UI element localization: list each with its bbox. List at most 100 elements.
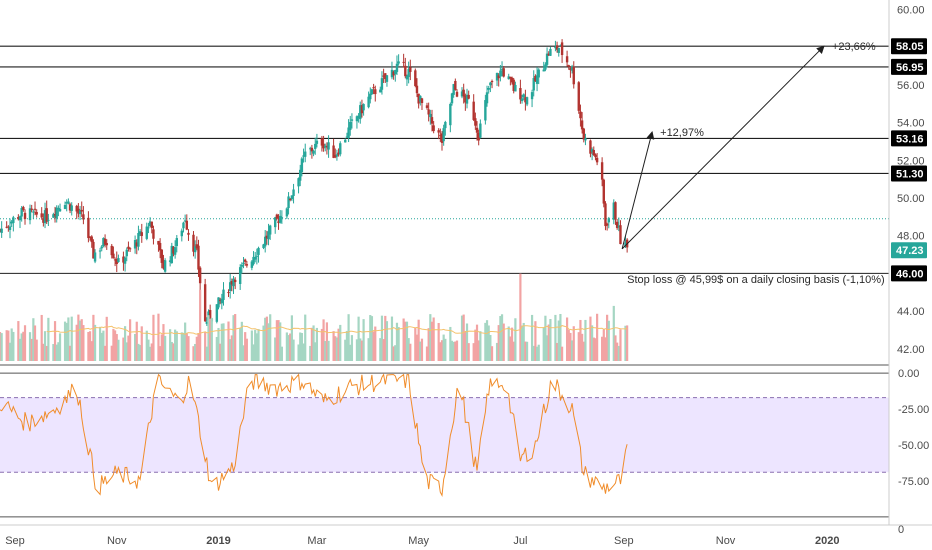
candle-body (467, 94, 470, 99)
candle-body (57, 207, 60, 210)
volume-bar (626, 325, 629, 361)
price-tick-label: 60.00 (897, 4, 925, 16)
candle-body (335, 154, 339, 157)
candle-body (68, 204, 72, 211)
volume-bar (589, 316, 592, 361)
volume-bar (522, 322, 525, 361)
candle-body (379, 89, 382, 93)
candle-body (185, 220, 189, 230)
volume-bar (80, 319, 83, 361)
projection-arrow (621, 45, 825, 250)
volume-bar (535, 346, 539, 361)
candle-body (304, 151, 307, 157)
oscillator-tick-label: -50.00 (898, 440, 929, 452)
volume-bar (332, 331, 335, 361)
candle-body (347, 127, 350, 138)
candle-body (280, 217, 284, 219)
candle-body (392, 71, 395, 76)
volume-bar (370, 316, 374, 361)
candle-body (604, 203, 607, 227)
volume-bar (239, 328, 242, 361)
candle-body (7, 226, 10, 228)
volume-bar (149, 346, 152, 361)
volume-bar (125, 342, 128, 361)
volume-bar (532, 345, 535, 361)
volume-bar (509, 336, 512, 361)
volume-bar (520, 325, 524, 361)
current-price-badge (891, 242, 927, 259)
volume-bar (467, 343, 470, 361)
candle-body (499, 70, 502, 77)
candle-body (440, 133, 444, 143)
volume-bar (287, 335, 290, 361)
candle-body (444, 121, 447, 129)
volume-bar (601, 336, 604, 361)
volume-bar (269, 314, 272, 361)
volume-bar (510, 327, 514, 361)
candle-body (193, 246, 197, 253)
volume-bar (584, 319, 587, 361)
volume-bar (52, 344, 55, 361)
volume-bar (455, 340, 459, 361)
volume-bar (514, 318, 517, 361)
volume-bar (314, 342, 317, 361)
candle-body (524, 97, 527, 103)
volume-bar (404, 321, 407, 361)
price-tick-label: 44.00 (897, 306, 925, 318)
volume-bar (612, 305, 615, 361)
volume-bar (102, 330, 105, 361)
volume-bar (310, 327, 314, 361)
volume-bar (172, 343, 175, 361)
volume-bar (525, 341, 529, 361)
candle-body (535, 75, 539, 84)
volume-bar (507, 326, 510, 361)
volume-bar (18, 338, 22, 361)
volume-bar (115, 334, 118, 361)
candle-body (128, 248, 132, 250)
candle-body (394, 69, 397, 75)
candle-body (274, 217, 277, 228)
volume-bar (619, 329, 622, 361)
volume-bar (117, 339, 120, 361)
candle-body (327, 142, 330, 150)
candle-body (452, 84, 455, 95)
candle-body (420, 98, 424, 104)
candle-body (432, 125, 435, 132)
volume-bar (297, 344, 300, 361)
candle-body (103, 238, 107, 245)
volume-bar (345, 330, 349, 361)
candle-body (289, 198, 292, 200)
volume-bar (327, 340, 330, 361)
candle-body (320, 138, 324, 146)
candle-body (462, 89, 465, 97)
candle-body (577, 82, 580, 111)
volume-bar (407, 338, 410, 361)
candle-body (339, 143, 342, 155)
candle-body (77, 208, 80, 214)
candle-body (135, 242, 138, 247)
candle-body (502, 68, 505, 77)
volume-bar (217, 327, 220, 361)
volume-bar (442, 334, 445, 361)
candle-body (12, 217, 15, 224)
candle-body (93, 252, 97, 262)
candle-body (183, 220, 187, 222)
volume-bar (444, 338, 447, 361)
volume-bar (489, 335, 492, 361)
volume-bar (581, 333, 584, 361)
volume-bar (262, 325, 265, 361)
volume-bar (497, 325, 500, 361)
volume-bar (68, 345, 72, 361)
volume-bar (93, 324, 97, 361)
candle-body (510, 77, 514, 83)
candle-body (148, 221, 152, 227)
candle-body (395, 63, 399, 72)
candle-body (250, 261, 254, 268)
candle-body (619, 225, 622, 245)
candle-body (472, 101, 475, 120)
candle-body (299, 169, 302, 181)
candle-body (257, 247, 260, 255)
candle-body (158, 242, 162, 251)
volume-bar (380, 315, 384, 361)
candle-body (55, 207, 58, 219)
